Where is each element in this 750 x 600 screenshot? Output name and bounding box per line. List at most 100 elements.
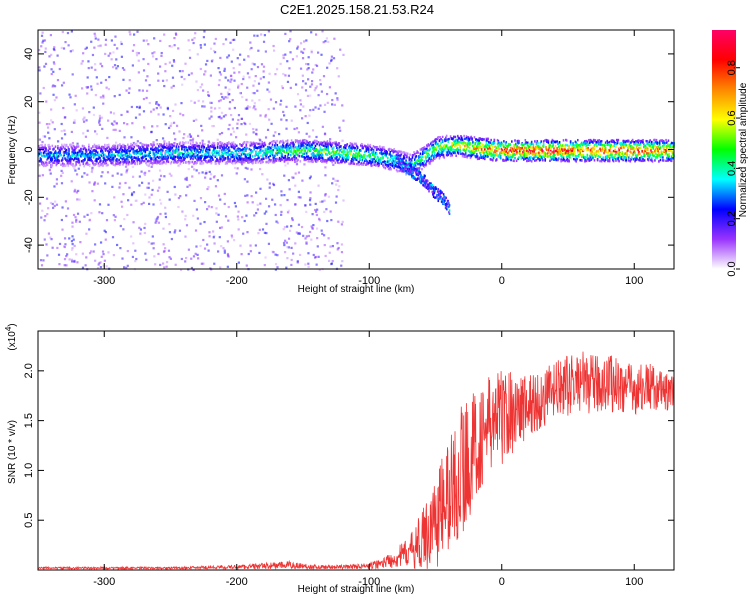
spectrogram-ridge-cell [534,140,536,143]
spectrogram-noise-cell [50,108,53,111]
spectrogram-noise-cell [48,169,51,172]
spectrogram-noise-cell [102,96,105,99]
spectrogram-noise-cell [99,96,102,99]
spectrogram-ridge-cell [548,151,550,154]
spectrogram-ridge-cell [362,163,364,166]
spectrogram-ridge-cell [550,156,553,159]
spectrogram-noise-cell [63,237,67,240]
spectrogram-ridge-cell [192,148,194,151]
spectrogram-ridge-cell [213,144,216,147]
spectrogram-ridge-cell [498,154,500,157]
spectrogram-noise-cell [51,202,54,206]
spectrogram-ridge-cell [148,163,151,166]
spectrogram-noise-cell [336,97,339,100]
spectrogram-noise-cell [280,190,283,193]
spectrogram-noise-cell [297,190,301,193]
spectrogram-noise-cell [219,198,222,201]
spectrogram-noise-cell [315,135,318,139]
spectrogram-ridge-cell [467,143,469,146]
spectrogram-ridge-cell [148,159,151,163]
spectrogram-noise-cell [173,44,176,47]
spectrogram-ridge-cell [51,144,54,148]
spectrogram-noise-cell [259,139,262,142]
spectrogram-noise-cell [328,62,331,65]
spectrogram-noise-cell [173,60,176,63]
spectrogram-ridge-cell [61,162,64,165]
spectrogram-ridge-cell [246,157,248,160]
spectrogram-ridge-cell [530,146,532,149]
spectrogram-ridge-cell [53,154,55,158]
spectrogram-noise-cell [301,86,304,89]
spectrogram-ridge-cell [203,145,205,149]
spectrogram-noise-cell [86,213,89,216]
spectrogram-ridge-cell [181,154,184,158]
spectrogram-ridge-cell [416,161,419,164]
spectrogram-ridge-cell [485,150,488,154]
spectrogram-ridge-cell [86,161,89,164]
spectrogram-noise-cell [246,86,249,89]
spectrogram-noise-cell [168,172,171,175]
spectrogram-ridge-cell [601,147,604,151]
spectrogram-ridge-cell [607,141,609,144]
spectrogram-noise-cell [190,99,193,103]
spectrogram-noise-cell [73,259,76,263]
spectrogram-noise-cell [283,174,286,177]
spectrogram-ridge-cell [256,146,259,150]
spectrogram-ridge-cell [68,148,70,151]
spectrogram-noise-cell [299,42,303,45]
spectrogram-noise-cell [73,190,76,193]
spectrogram-ridge-cell [264,152,267,155]
spectrogram-ridge-cell [557,148,560,152]
spectrogram-noise-cell [212,236,215,239]
spectrogram-noise-cell [289,38,292,41]
spectrogram-ridge-cell [336,148,339,151]
spectrogram-ridge-cell [297,145,300,148]
spectrogram-ridge-cell [78,154,81,157]
spectrogram-noise-cell [266,128,270,131]
spectrogram-noise-cell [152,141,155,144]
spectrogram-ridge-cell [282,143,284,147]
spectrogram-ridge-cell [441,135,444,139]
spectrogram-noise-cell [297,196,300,199]
spectrogram-ridge-cell [169,151,172,154]
spectrogram-noise-cell [294,242,297,245]
spectrogram-ridge-cell [356,146,359,150]
spectrogram-ridge-cell [366,161,368,164]
spectrogram-ridge-cell [49,145,51,149]
spectrogram-ridge-cell [523,151,526,155]
spectrogram-noise-cell [91,190,94,193]
spectrogram-ridge-cell [520,157,523,160]
spectrogram-ridge-cell [61,158,64,161]
spectrogram-ridge-cell [486,143,488,147]
spectrogram-noise-cell [122,228,125,231]
spectrogram-ridge-cell [333,141,336,144]
spectrogram-noise-cell [301,117,304,120]
spectrogram-noise-cell [158,186,161,189]
spectrogram-noise-cell [311,71,314,74]
spectrogram-noise-cell [252,127,255,131]
spectrogram-ridge-cell [421,167,423,171]
spectrogram-noise-cell [82,52,85,55]
spectrogram-noise-cell [105,86,108,89]
spectrogram-ridge-cell [183,148,186,152]
spectrogram-ridge-cell [431,150,434,154]
spectrogram-ridge-cell [426,148,429,152]
spectrogram-ridge-cell [223,149,225,152]
spectrogram-noise-cell [301,57,305,60]
spectrogram-noise-cell [209,101,212,104]
spectrogram-noise-cell [272,134,275,137]
spectrogram-noise-cell [61,228,64,231]
spectrogram-noise-cell [50,238,53,241]
spectrogram-ridge-cell [257,142,260,146]
spectrogram-noise-cell [113,95,116,98]
spectrogram-noise-cell [81,107,85,110]
spectrogram-ridge-cell [485,137,488,141]
spectrogram-noise-cell [250,68,253,71]
spectrogram-ridge-cell [567,149,570,153]
spectrogram-ridge-cell [482,143,485,147]
spectrogram-ridge-cell [313,157,316,160]
spectrogram-ridge-cell [241,157,244,160]
spectrogram-noise-cell [295,231,298,234]
spectrogram-noise-cell [167,249,171,252]
spectrogram-ridge-cell [121,150,124,153]
